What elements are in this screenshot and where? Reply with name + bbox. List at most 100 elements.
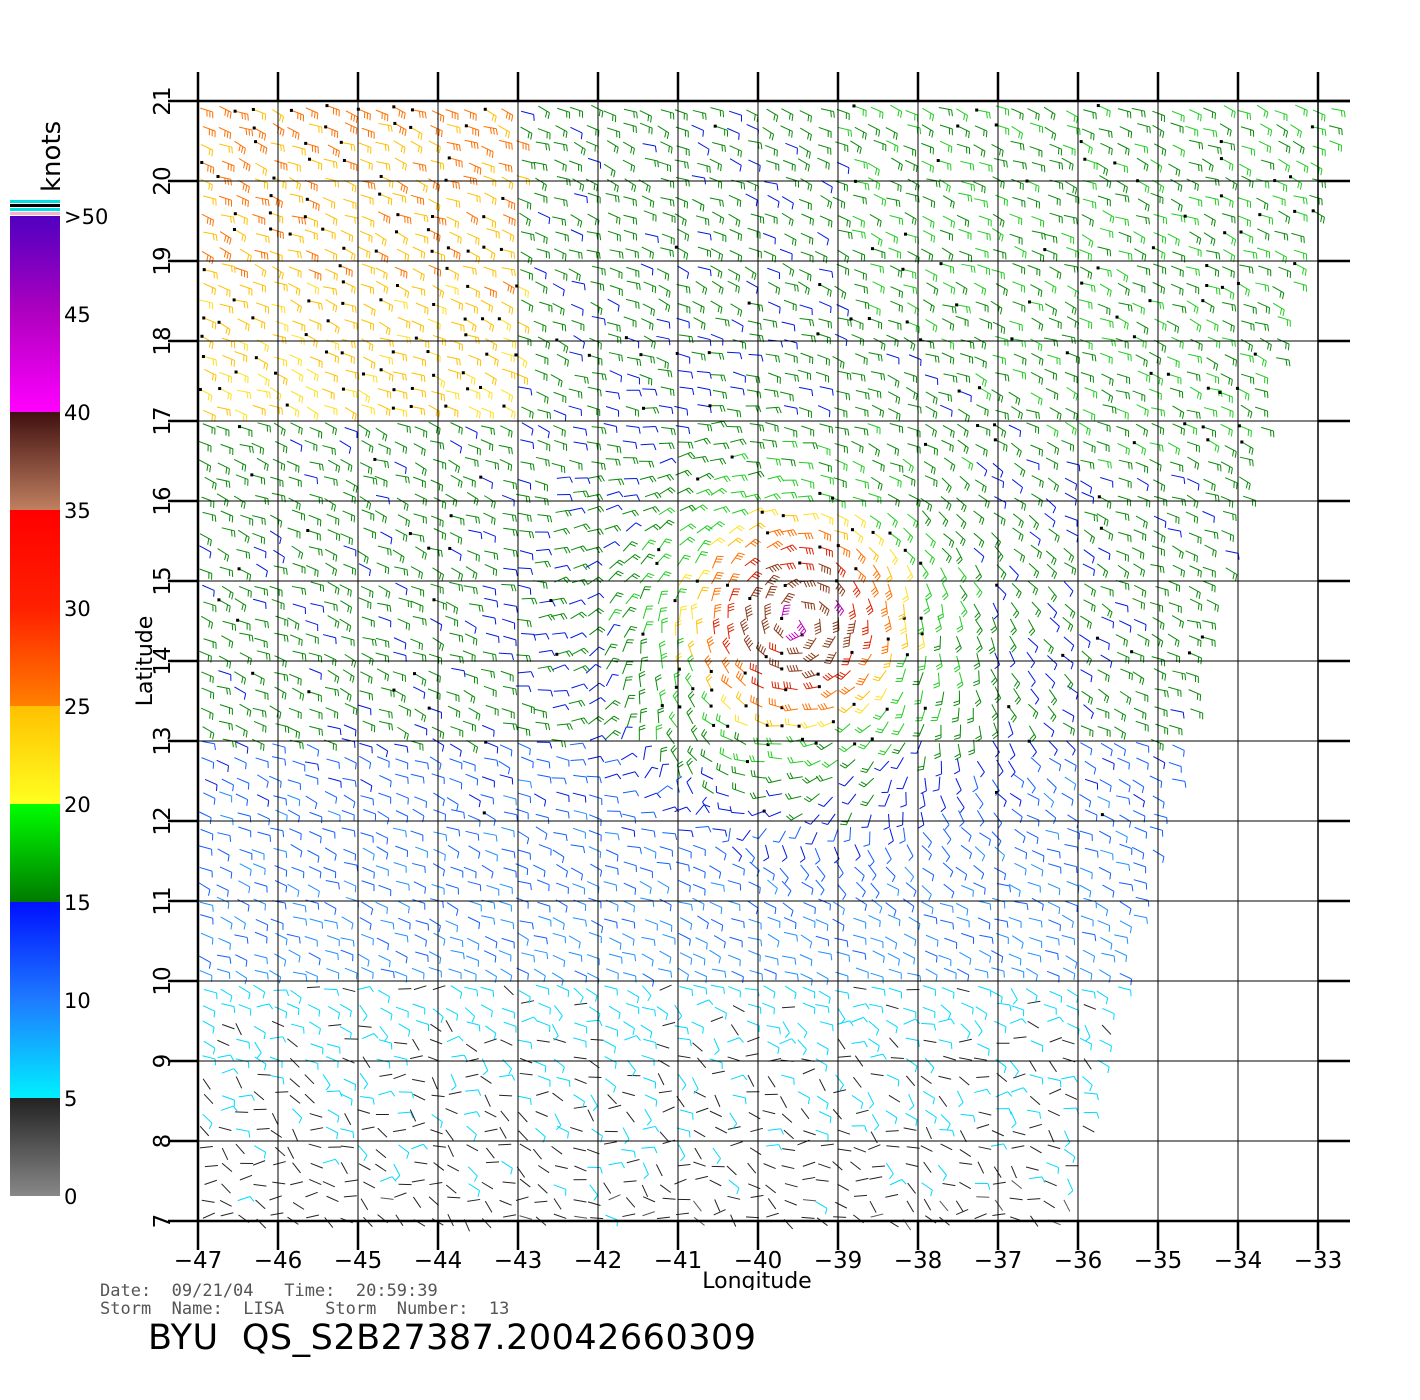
wind-barb: [891, 757, 904, 768]
wind-barb: [890, 301, 902, 312]
wind-barb: [236, 742, 248, 754]
wind-barb: [919, 338, 934, 349]
wind-barb: [536, 392, 548, 404]
wind-barb: [464, 987, 477, 996]
wind-barb: [481, 1005, 492, 1017]
wind-barb: [908, 1183, 916, 1193]
wind-barb: [1099, 831, 1110, 843]
wind-barb: [1120, 973, 1132, 985]
wind-barb: [975, 109, 990, 119]
wind-barb: [481, 146, 493, 158]
wind-barb: [1136, 424, 1147, 436]
wind-barb: [1167, 321, 1179, 333]
wind-barb: [1204, 233, 1215, 246]
wind-barb: [503, 796, 516, 806]
wind-barb: [290, 300, 301, 313]
wind-barb: [1014, 549, 1025, 562]
wind-barb: [537, 742, 552, 748]
wind-barb: [236, 1129, 250, 1138]
wind-barb: [993, 1182, 1006, 1184]
wind-barb: [782, 1114, 792, 1123]
wind-barb: [1030, 1096, 1040, 1104]
wind-barb: [393, 550, 404, 563]
wind-barb: [412, 287, 425, 296]
wind-barb: [555, 270, 567, 281]
wind-barb: [908, 514, 918, 528]
wind-barb: [643, 1126, 659, 1131]
wind-barb: [257, 775, 268, 788]
wind-barb: [450, 655, 464, 664]
wind-barb: [534, 268, 546, 279]
wind-barb: [522, 423, 533, 436]
wind-barb: [1065, 1094, 1077, 1099]
wind-barb: [482, 777, 494, 788]
x-tick-label: −47: [174, 1248, 223, 1274]
wind-barb: [466, 1074, 479, 1077]
wind-barb: [642, 196, 654, 208]
wind-barb: [574, 1023, 586, 1033]
wind-barb: [942, 548, 951, 563]
wind-barb: [626, 267, 639, 277]
wind-barb: [940, 1130, 955, 1137]
wind-barb: [1118, 987, 1131, 997]
wind-barb: [680, 606, 688, 620]
wind-barb: [200, 1126, 209, 1136]
wind-barb: [520, 270, 532, 281]
wind-barb: [803, 1131, 815, 1135]
wind-barb: [1117, 374, 1130, 384]
wind-barb: [257, 795, 269, 807]
wind-barb: [696, 281, 707, 294]
wind-barb: [730, 387, 744, 395]
wind-barb: [253, 126, 266, 140]
wind-barb: [859, 778, 874, 787]
wind-barb: [1028, 1001, 1041, 1003]
wind-barb: [888, 392, 899, 404]
wind-barb: [445, 179, 460, 189]
rain-flag: [1240, 441, 1243, 444]
wind-barb: [697, 387, 711, 396]
wind-barb: [518, 480, 531, 490]
wind-barb: [469, 163, 481, 175]
wind-barb: [1205, 530, 1218, 539]
wind-barb: [607, 624, 620, 635]
wind-barb: [1098, 247, 1111, 256]
wind-barb: [873, 282, 885, 294]
wind-barb: [448, 1145, 453, 1157]
wind-barb: [995, 410, 1008, 420]
wind-barb: [362, 264, 374, 275]
wind-barb: [1256, 373, 1268, 384]
wind-barb: [691, 725, 698, 741]
wind-barb: [957, 616, 963, 632]
wind-barb: [500, 745, 512, 757]
wind-barb: [1080, 616, 1091, 629]
wind-barb: [1046, 936, 1059, 945]
wind-barb: [345, 1180, 358, 1182]
wind-barb: [270, 1057, 282, 1068]
wind-barb: [234, 212, 247, 225]
wind-barb: [537, 775, 551, 784]
wind-barb: [853, 216, 865, 228]
wind-barb: [1100, 284, 1111, 297]
wind-barb: [940, 1201, 948, 1211]
wind-barb: [589, 683, 605, 691]
wind-barb: [643, 426, 658, 432]
wind-barb: [605, 1026, 617, 1037]
wind-barb: [235, 410, 247, 422]
wind-barb: [942, 353, 954, 365]
wind-barb: [447, 217, 459, 229]
wind-barb: [710, 266, 721, 278]
wind-barb: [240, 515, 252, 526]
wind-barb: [328, 670, 339, 683]
wind-barb: [395, 774, 408, 784]
wind-barb: [465, 140, 479, 149]
wind-barb: [357, 108, 371, 121]
wind-barb: [327, 1091, 342, 1097]
wind-barb: [218, 321, 230, 336]
wind-barb: [727, 1038, 743, 1043]
wind-barb: [446, 827, 459, 836]
wind-barb: [960, 476, 970, 490]
wind-barb: [375, 233, 386, 246]
wind-barb: [379, 1040, 392, 1050]
wind-barb: [714, 476, 730, 482]
